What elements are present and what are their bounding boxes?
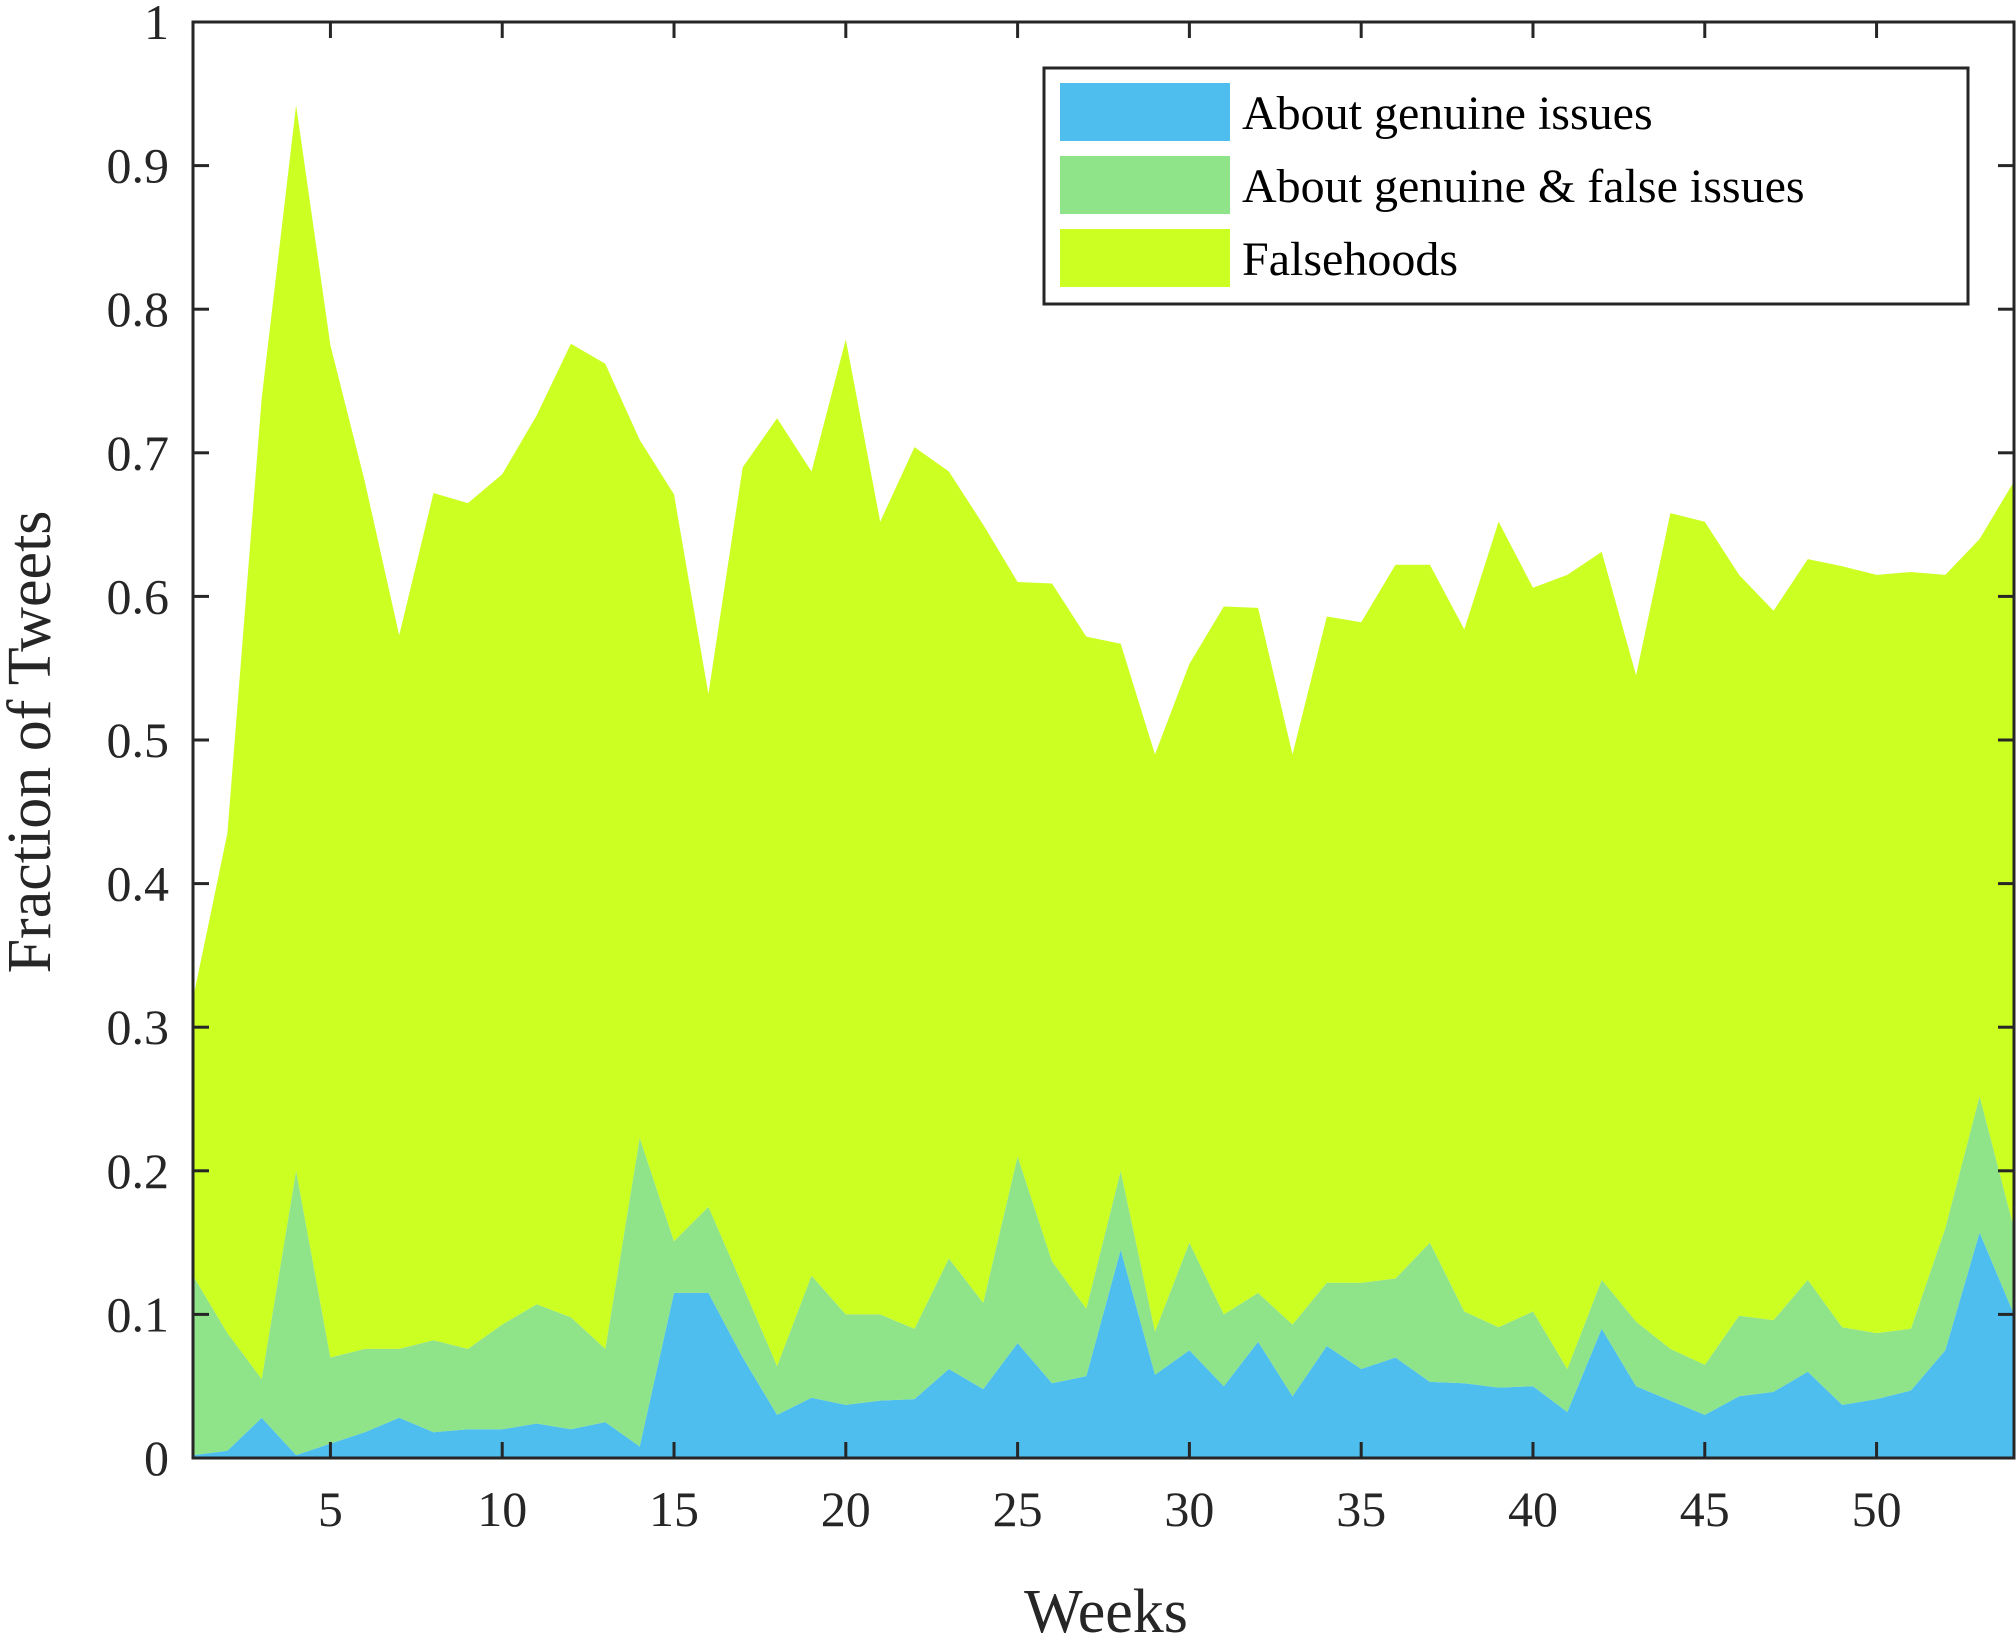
y-tick-label: 0.1 bbox=[107, 1286, 170, 1342]
x-tick-label: 45 bbox=[1680, 1481, 1730, 1537]
y-tick-label: 1 bbox=[144, 0, 169, 50]
y-tick-label: 0.3 bbox=[107, 999, 170, 1055]
x-tick-label: 25 bbox=[993, 1481, 1043, 1537]
axis-tick-labels: 5 10 15 20 25 30 35 40 45 50 0 0.1 0.2 0.3 0.4 0.5 0.6 0.… bbox=[107, 0, 1902, 1537]
y-tick-label: 0.4 bbox=[107, 856, 170, 912]
legend-swatch bbox=[1060, 83, 1230, 141]
x-tick-label: 40 bbox=[1508, 1481, 1558, 1537]
area-series-2 bbox=[193, 1096, 2014, 1456]
area-layers bbox=[193, 105, 2014, 1458]
y-tick-label: 0.5 bbox=[107, 712, 170, 768]
x-tick-label: 35 bbox=[1336, 1481, 1386, 1537]
y-tick-label: 0 bbox=[144, 1430, 169, 1486]
y-tick-label: 0.8 bbox=[107, 281, 170, 337]
x-tick-label: 5 bbox=[318, 1481, 343, 1537]
y-tick-label: 0.6 bbox=[107, 568, 170, 624]
legend-swatch bbox=[1060, 156, 1230, 214]
x-axis-label: Weeks bbox=[1024, 1578, 1188, 1639]
x-tick-label: 15 bbox=[649, 1481, 699, 1537]
legend-swatch bbox=[1060, 229, 1230, 287]
area-series-1 bbox=[193, 1232, 2014, 1458]
x-tick-label: 30 bbox=[1164, 1481, 1214, 1537]
axis-ticks bbox=[193, 20, 2014, 1460]
y-axis-label: Fraction of Tweets bbox=[0, 511, 64, 974]
legend: About genuine issues About genuine & fals… bbox=[1042, 66, 1970, 306]
y-tick-label: 0.2 bbox=[107, 1143, 170, 1199]
legend-label: Falsehoods bbox=[1242, 233, 1458, 286]
legend-label: About genuine issues bbox=[1242, 87, 1653, 140]
y-tick-label: 0.9 bbox=[107, 138, 170, 194]
y-tick-label: 0.7 bbox=[107, 425, 170, 481]
x-tick-label: 20 bbox=[821, 1481, 871, 1537]
area-series-3 bbox=[193, 105, 2014, 1379]
legend-label: About genuine & false issues bbox=[1242, 160, 1805, 213]
x-tick-label: 50 bbox=[1852, 1481, 1902, 1537]
x-tick-label: 10 bbox=[477, 1481, 527, 1537]
